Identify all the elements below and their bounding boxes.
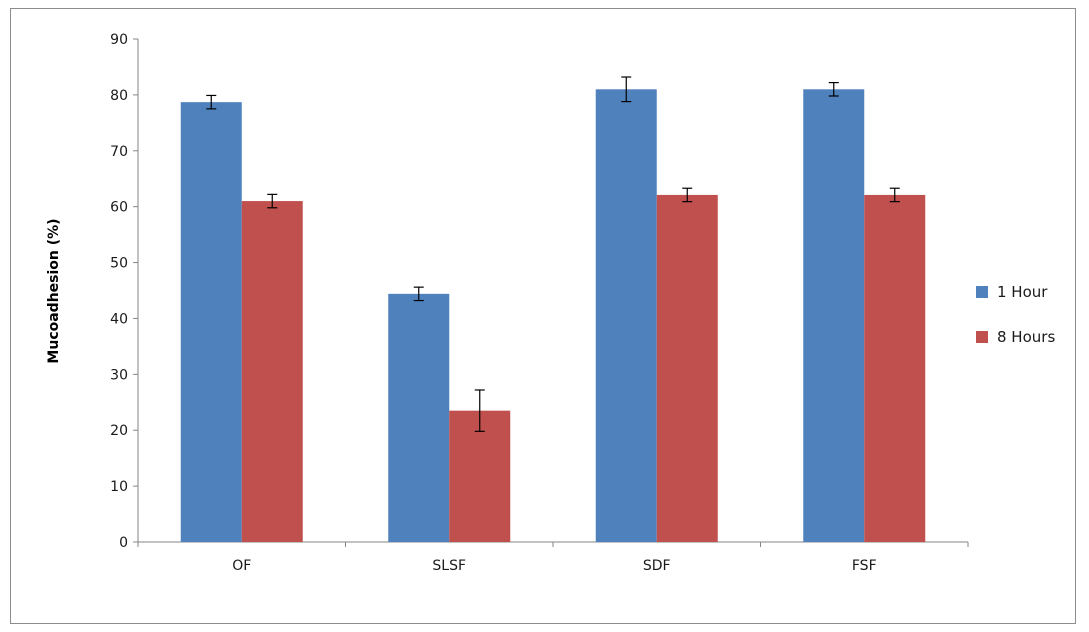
y-tick-label: 70 [110, 144, 128, 160]
y-tick-label: 20 [110, 423, 128, 439]
x-tick-label: FSF [852, 558, 877, 574]
bar [241, 201, 303, 543]
x-tick-label: OF [232, 558, 251, 574]
legend-label: 1 Hour [997, 283, 1048, 301]
bars-group [180, 89, 926, 543]
y-tick-label: 30 [110, 367, 128, 383]
legend: 1 Hour 8 Hours [976, 283, 1055, 346]
bar-chart: 0 10 20 30 40 50 60 70 80 90 OF SLSF SDF FSF Mucoadh… [46, 32, 1055, 574]
bar [180, 102, 242, 542]
x-tick-label: SDF [643, 558, 671, 574]
legend-swatch [976, 286, 988, 298]
bar [388, 293, 450, 542]
y-axis-label: Mucoadhesion (%) [46, 218, 62, 363]
y-tick-label: 0 [119, 535, 128, 551]
legend-label: 8 Hours [997, 328, 1055, 346]
y-tick-label: 50 [110, 256, 128, 272]
y-tick-label: 10 [110, 479, 128, 495]
y-tick-label: 90 [110, 32, 128, 48]
bar [864, 194, 926, 542]
x-axis-ticks: OF SLSF SDF FSF [137, 542, 969, 574]
y-axis-ticks: 0 10 20 30 40 50 60 70 80 90 [110, 32, 138, 551]
y-tick-label: 60 [110, 200, 128, 216]
bar [656, 194, 718, 542]
bar [449, 410, 511, 542]
chart-frame: 0 10 20 30 40 50 60 70 80 90 OF SLSF SDF FSF Mucoadh… [10, 8, 1076, 624]
y-tick-label: 40 [110, 311, 128, 327]
bar [595, 89, 657, 543]
x-tick-label: SLSF [432, 558, 466, 574]
legend-swatch [976, 331, 988, 343]
y-tick-label: 80 [110, 88, 128, 104]
bar [803, 89, 865, 543]
error-bars-group [206, 76, 900, 432]
